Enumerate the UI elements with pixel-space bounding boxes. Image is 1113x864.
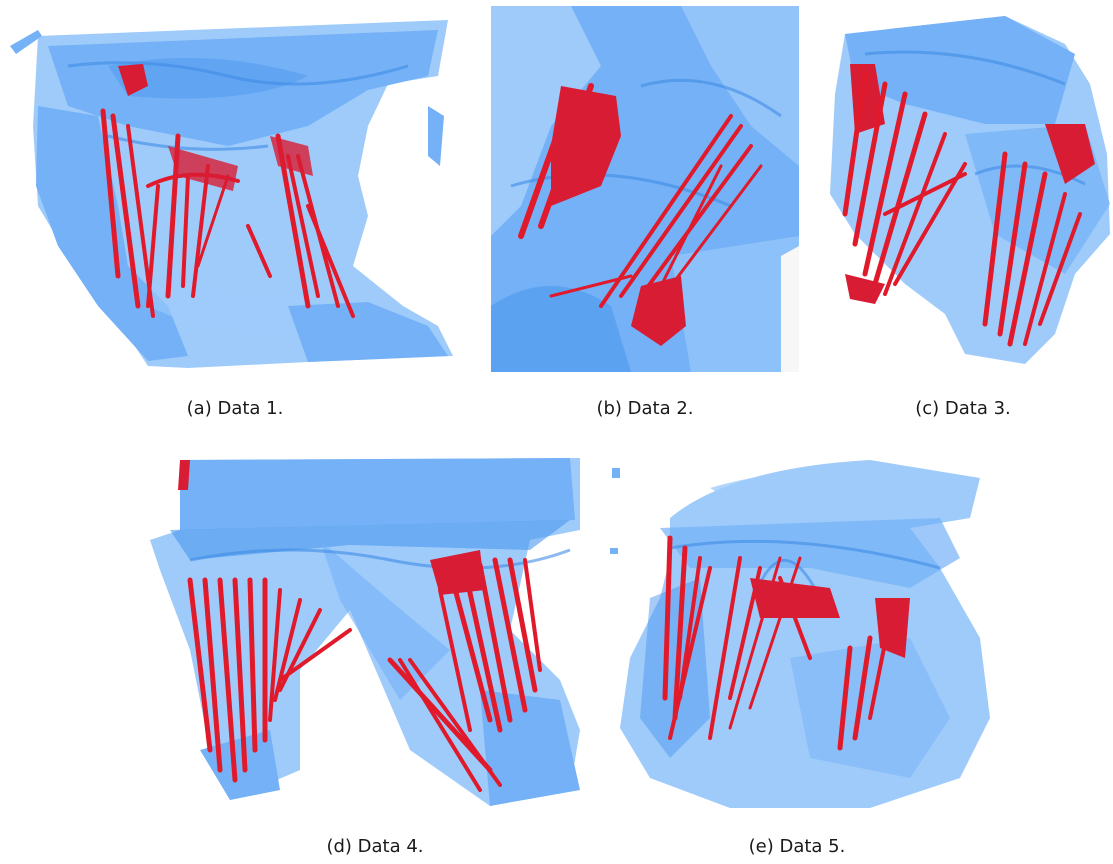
- panel-a-fibers: [100, 64, 355, 318]
- panel-b-render: [491, 6, 799, 372]
- panel-e-image: [610, 458, 994, 818]
- panel-a-image: [8, 6, 460, 372]
- panel-d-render: [150, 458, 580, 806]
- panel-a-render: [10, 20, 453, 368]
- panel-b-fibers: [518, 83, 763, 346]
- panel-b-image: [491, 6, 799, 372]
- panel-e-render: [610, 460, 990, 808]
- panel-c-image: [825, 14, 1110, 370]
- panel-c-fibers: [842, 64, 1095, 347]
- caption-d: (d) Data 4.: [326, 836, 424, 857]
- panel-d-fibers: [178, 460, 542, 792]
- panel-e-fibers: [662, 535, 910, 751]
- caption-b: (b) Data 2.: [596, 398, 694, 419]
- caption-a: (a) Data 1.: [186, 398, 284, 419]
- panel-c-render: [830, 16, 1110, 364]
- caption-c: (c) Data 3.: [915, 398, 1011, 419]
- caption-e: (e) Data 5.: [748, 836, 846, 857]
- panel-d-image: [150, 450, 590, 818]
